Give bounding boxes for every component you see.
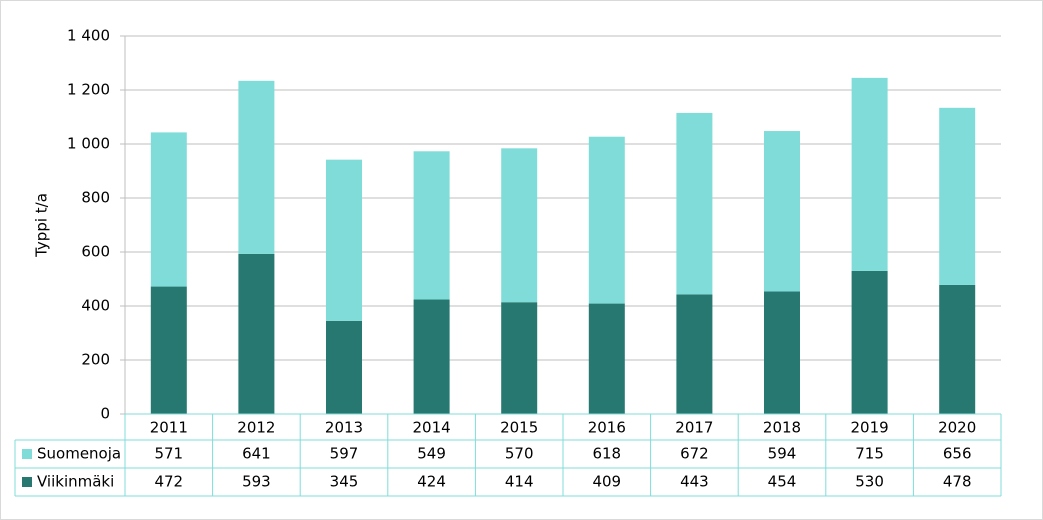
bar-segment xyxy=(238,253,275,414)
x-tick-label: 2013 xyxy=(325,419,363,437)
data-label: 443 xyxy=(680,473,709,491)
y-tick-label: 400 xyxy=(81,297,110,315)
data-label: 472 xyxy=(154,473,183,491)
legend-label: Viikinmäki xyxy=(37,473,114,491)
legend-label: Suomenoja xyxy=(37,445,121,463)
bar-segment xyxy=(588,303,625,414)
bar-segment xyxy=(676,112,713,295)
y-tick-label: 200 xyxy=(81,351,110,369)
data-label: 424 xyxy=(417,473,446,491)
bar-segment xyxy=(764,131,800,292)
data-label: 715 xyxy=(855,445,884,463)
x-tick-label: 2011 xyxy=(150,419,188,437)
x-tick-label: 2014 xyxy=(413,419,451,437)
bar-segment xyxy=(413,299,450,414)
bar-segment xyxy=(851,77,888,271)
y-tick-label: 0 xyxy=(100,405,110,423)
bar-segment xyxy=(501,302,538,414)
y-tick-label: 1 200 xyxy=(67,81,110,99)
bar-segment xyxy=(238,80,275,254)
x-tick-label: 2017 xyxy=(675,419,713,437)
x-tick-label: 2018 xyxy=(763,419,801,437)
data-label: 571 xyxy=(154,445,183,463)
data-label: 345 xyxy=(330,473,359,491)
data-label: 478 xyxy=(943,473,972,491)
x-tick-label: 2012 xyxy=(237,419,275,437)
legend-swatch xyxy=(22,449,32,459)
x-tick-label: 2020 xyxy=(938,419,976,437)
bar-segment xyxy=(413,151,450,300)
data-label: 597 xyxy=(330,445,359,463)
data-label: 641 xyxy=(242,445,271,463)
data-label: 570 xyxy=(505,445,534,463)
x-tick-label: 2019 xyxy=(851,419,889,437)
data-label: 594 xyxy=(768,445,797,463)
y-axis-label: Typpi t/a xyxy=(33,193,51,258)
x-tick-label: 2015 xyxy=(500,419,538,437)
bar-segment xyxy=(501,148,538,303)
data-label: 414 xyxy=(505,473,534,491)
bar-segment xyxy=(150,286,187,414)
bar-segment xyxy=(764,291,800,414)
bar-segment xyxy=(676,294,713,414)
data-label: 530 xyxy=(855,473,884,491)
x-tick-label: 2016 xyxy=(588,419,626,437)
legend-swatch xyxy=(22,477,32,487)
y-tick-label: 1 000 xyxy=(67,135,110,153)
y-tick-label: 800 xyxy=(81,189,110,207)
bar-segment xyxy=(939,284,976,414)
data-label: 593 xyxy=(242,473,271,491)
y-tick-label: 1 400 xyxy=(67,27,110,45)
bar-segment xyxy=(851,270,888,414)
bar-segment xyxy=(326,320,362,414)
data-label: 454 xyxy=(768,473,797,491)
bar-segment xyxy=(939,107,976,285)
bar-segment xyxy=(588,136,625,304)
data-label: 618 xyxy=(592,445,621,463)
data-label: 656 xyxy=(943,445,972,463)
data-label: 549 xyxy=(417,445,446,463)
data-label: 672 xyxy=(680,445,709,463)
bar-segment xyxy=(150,132,187,287)
data-label: 409 xyxy=(592,473,621,491)
bar-segment xyxy=(326,159,362,321)
y-tick-label: 600 xyxy=(81,243,110,261)
